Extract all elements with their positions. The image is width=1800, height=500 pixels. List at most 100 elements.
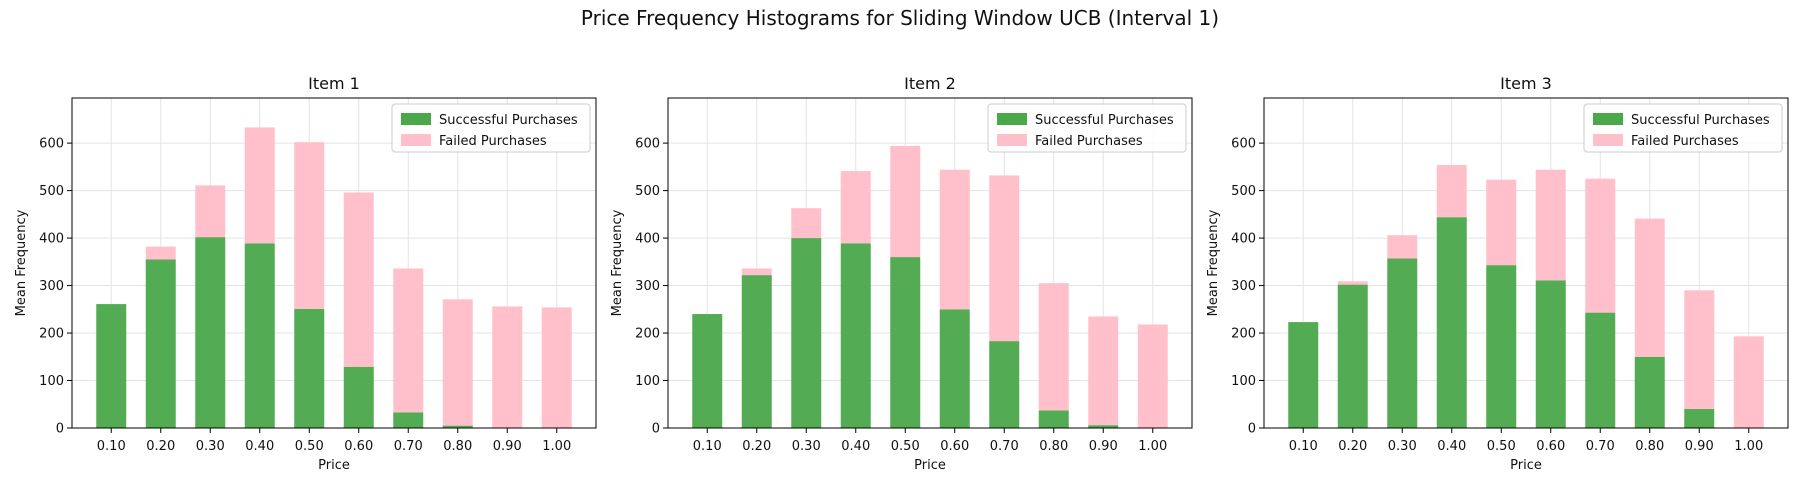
bar-successful [939, 309, 970, 428]
y-tick-label: 100 [39, 374, 64, 389]
bar-failed [791, 208, 822, 239]
bar-successful [890, 257, 921, 428]
legend-swatch [1593, 113, 1623, 125]
axes-frame [667, 97, 1193, 429]
legend-label: Successful Purchases [439, 113, 578, 128]
bar-failed [1634, 218, 1665, 357]
x-tick-label: 0.70 [990, 439, 1019, 454]
x-axis-label: Price [318, 458, 350, 473]
bar-failed [890, 145, 921, 258]
bar-failed [294, 142, 325, 309]
legend: Successful Purchases Failed Purchases [987, 103, 1187, 153]
legend-box [391, 103, 591, 153]
legend-label: Successful Purchases [1035, 113, 1174, 128]
bar-failed [1436, 164, 1467, 218]
x-tick-label: 0.40 [245, 439, 274, 454]
bar-successful [692, 314, 723, 428]
x-tick-label: 1.00 [1138, 439, 1167, 454]
y-tick-label: 400 [1231, 232, 1256, 247]
bar-successful [145, 259, 176, 428]
x-tick-label: 0.80 [1039, 439, 1068, 454]
bar-failed [145, 246, 176, 260]
bar-successful [1535, 280, 1566, 428]
bar-failed [541, 307, 572, 428]
bar-successful [1038, 410, 1069, 428]
bar-successful [989, 341, 1020, 428]
y-tick-label: 500 [39, 184, 64, 199]
y-tick-label: 300 [39, 279, 64, 294]
bar-failed [492, 306, 523, 428]
axes-frame [71, 97, 597, 429]
legend-label: Failed Purchases [1035, 134, 1143, 149]
bar-failed [1137, 324, 1168, 428]
bar-successful [294, 308, 325, 428]
y-tick-label: 400 [635, 232, 660, 247]
x-tick-label: 0.70 [394, 439, 423, 454]
bar-successful [244, 243, 275, 428]
bar-successful [195, 237, 226, 428]
y-tick-label: 600 [635, 137, 660, 152]
legend-label: Successful Purchases [1631, 113, 1770, 128]
bar-successful [1387, 258, 1418, 428]
y-tick-label: 200 [1231, 327, 1256, 342]
x-tick-label: 0.70 [1586, 439, 1615, 454]
y-tick-label: 0 [652, 422, 660, 437]
bar-failed [1733, 336, 1764, 428]
bar-successful [96, 304, 127, 428]
y-tick-label: 200 [635, 327, 660, 342]
x-tick-label: 0.10 [97, 439, 126, 454]
y-tick-label: 400 [39, 232, 64, 247]
figure-title: Price Frequency Histograms for Sliding W… [580, 6, 1220, 30]
x-tick-label: 0.30 [792, 439, 821, 454]
x-tick-label: 0.20 [742, 439, 771, 454]
x-tick-label: 0.60 [344, 439, 373, 454]
y-tick-label: 500 [635, 184, 660, 199]
bar-failed [1684, 290, 1715, 410]
x-tick-label: 0.20 [146, 439, 175, 454]
x-tick-label: 0.30 [1388, 439, 1417, 454]
bar-successful [791, 238, 822, 428]
bar-successful [840, 243, 871, 428]
y-axis-label: Mean Frequency [610, 209, 625, 316]
y-tick-label: 300 [1231, 279, 1256, 294]
subplot-title: Item 2 [904, 74, 956, 93]
subplot-item-1: 0 100 200 300 400 500 600 0.10 0.20 0.30 0.40 0.50 0… [14, 74, 597, 473]
legend-label: Failed Purchases [439, 134, 547, 149]
y-tick-label: 0 [56, 422, 64, 437]
subplot-title: Item 3 [1500, 74, 1552, 93]
legend: Successful Purchases Failed Purchases [1583, 103, 1783, 153]
bar-successful [442, 425, 473, 428]
subplot-title: Item 1 [308, 74, 360, 93]
bar-failed [840, 171, 871, 244]
bar-failed [195, 185, 226, 238]
bar-successful [1088, 425, 1119, 428]
legend-label: Failed Purchases [1631, 134, 1739, 149]
bar-successful [1634, 356, 1665, 428]
bar-successful [1585, 312, 1616, 428]
bar-failed [741, 268, 772, 276]
y-tick-label: 600 [39, 137, 64, 152]
y-axis-label: Mean Frequency [1206, 209, 1221, 316]
x-tick-label: 0.80 [1635, 439, 1664, 454]
x-tick-label: 0.20 [1338, 439, 1367, 454]
x-tick-label: 0.50 [1487, 439, 1516, 454]
y-axis-label: Mean Frequency [14, 209, 29, 316]
legend-swatch [401, 113, 431, 125]
bar-failed [1486, 179, 1517, 266]
subplot-item-2: 0 100 200 300 400 500 600 0.10 0.20 0.30 0.40 0.50 0… [610, 74, 1193, 473]
y-tick-label: 600 [1231, 137, 1256, 152]
y-tick-label: 300 [635, 279, 660, 294]
bar-failed [1337, 281, 1368, 285]
x-tick-label: 0.90 [1089, 439, 1118, 454]
bar-successful [741, 275, 772, 428]
bar-failed [1585, 178, 1616, 313]
bar-failed [244, 127, 275, 244]
bar-failed [1387, 235, 1418, 259]
y-tick-label: 0 [1248, 422, 1256, 437]
x-tick-label: 0.50 [295, 439, 324, 454]
x-tick-label: 0.60 [940, 439, 969, 454]
bar-successful [1288, 322, 1319, 428]
x-tick-label: 0.50 [891, 439, 920, 454]
legend-swatch [1593, 134, 1623, 146]
